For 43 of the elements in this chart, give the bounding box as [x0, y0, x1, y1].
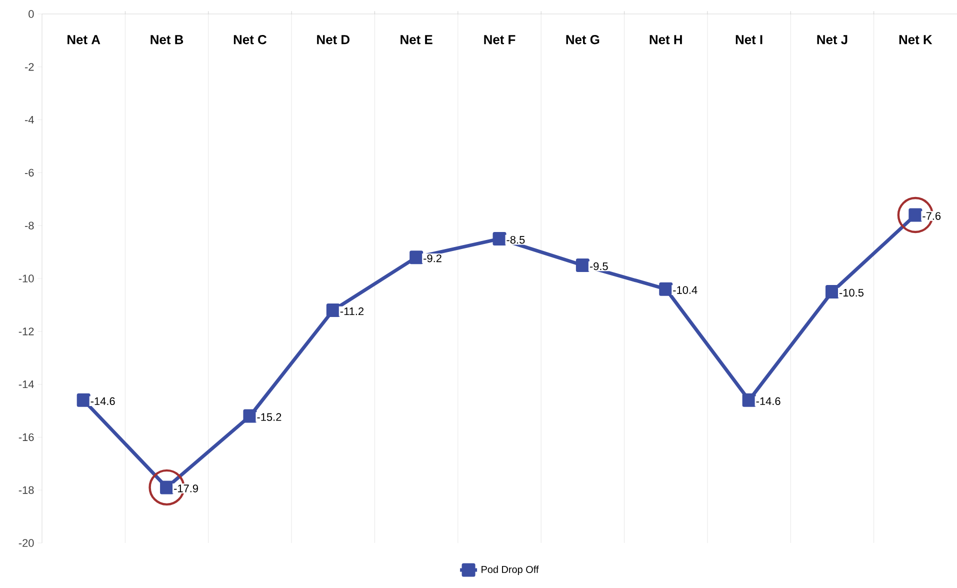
legend-label: Pod Drop Off — [482, 566, 539, 575]
x-tick-label: Net C — [234, 35, 267, 44]
point — [492, 232, 506, 246]
data-label: -14.6 — [756, 397, 780, 406]
point — [76, 393, 90, 407]
y-tick-label: -4 — [24, 116, 34, 124]
x-tick-label: Net D — [317, 35, 350, 44]
data-label: -17.9 — [174, 484, 198, 492]
point — [742, 393, 756, 407]
point — [326, 303, 340, 317]
data-label: -11.2 — [340, 307, 364, 316]
point — [243, 409, 257, 423]
data-label: -10.5 — [839, 288, 864, 297]
y-tick-label: -18 — [18, 486, 34, 494]
y-tick-label: -10 — [18, 274, 34, 282]
x-tick-label: Net H — [650, 35, 682, 44]
data-label: -7.6 — [922, 212, 941, 220]
data-label: -15.2 — [257, 413, 282, 421]
x-tick-label: Net J — [817, 35, 848, 44]
y-tick-label: -8 — [24, 222, 34, 230]
y-tick-label: -20 — [18, 539, 34, 547]
x-tick-label: Net E — [400, 35, 432, 44]
y-tick-label: -6 — [24, 168, 34, 177]
x-tick-label: Net F — [484, 35, 516, 44]
point — [576, 258, 590, 272]
data-label: -9.2 — [424, 254, 442, 262]
data-label: -10.4 — [673, 286, 698, 294]
y-tick-label: -14 — [18, 380, 34, 388]
y-tick-label: -2 — [24, 63, 34, 71]
point — [659, 282, 673, 296]
x-tick-label: Net B — [150, 35, 184, 44]
y-tick-label: 0 — [28, 10, 34, 18]
x-tick-label: Net K — [899, 35, 932, 44]
x-tick-label: Net I — [736, 35, 762, 44]
x-tick-label: Net G — [566, 35, 600, 44]
point — [825, 284, 839, 298]
data-label: -9.5 — [590, 262, 608, 270]
x-tick-label: Net A — [68, 35, 100, 44]
data-label: -14.6 — [90, 397, 115, 406]
y-tick-label: -16 — [18, 433, 34, 442]
data-label: -8.5 — [506, 236, 525, 244]
point — [410, 250, 424, 264]
y-tick-label: -12 — [18, 328, 34, 336]
